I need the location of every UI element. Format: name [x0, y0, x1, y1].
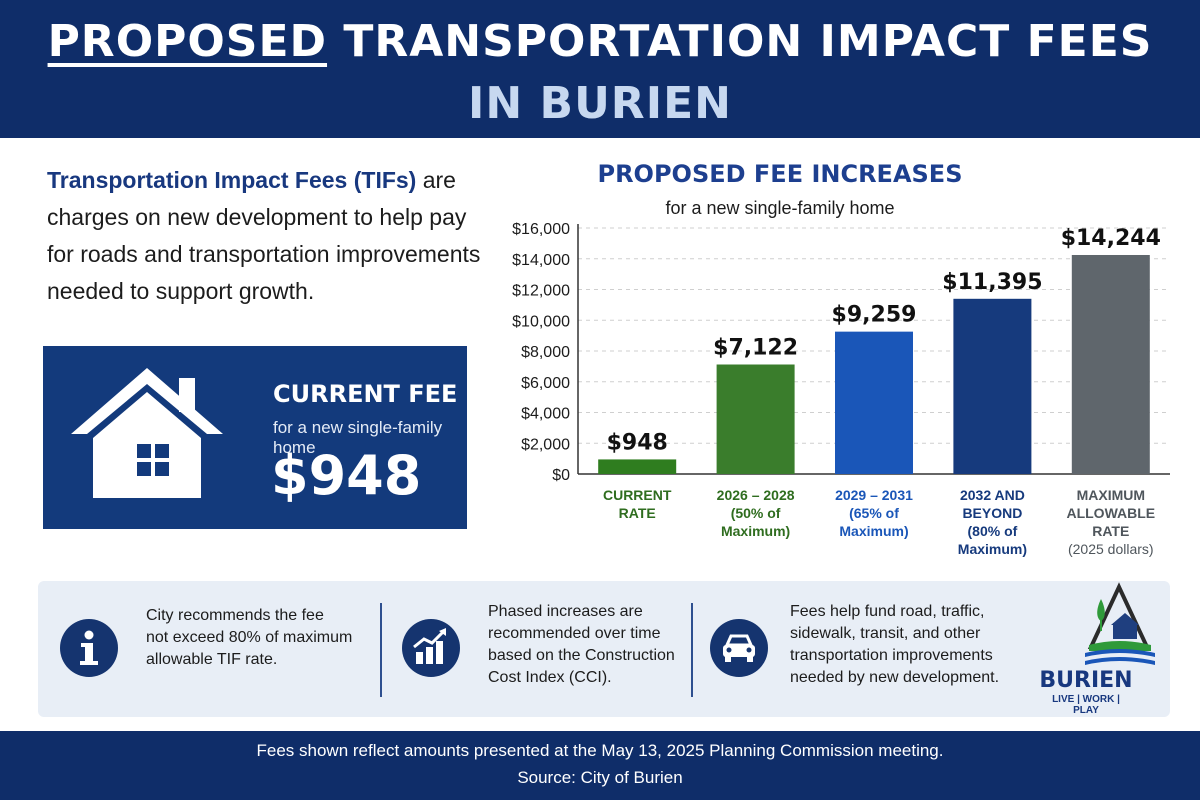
footer-banner: Fees shown reflect amounts presented at … — [0, 731, 1200, 800]
x-category-label: (50% of — [731, 505, 781, 521]
bar-value-label: $7,122 — [713, 335, 798, 360]
logo-wordmark: BURIEN — [1039, 668, 1133, 693]
house-icon — [71, 368, 223, 498]
bar — [835, 331, 913, 474]
page-title-line2: IN BURIEN — [468, 78, 732, 129]
burien-logo — [1085, 582, 1155, 665]
page-title: PROPOSED TRANSPORTATION IMPACT FEES — [0, 16, 1200, 67]
y-tick-label: $0 — [552, 467, 570, 484]
bar — [716, 364, 795, 474]
x-category-label: Maximum) — [958, 541, 1027, 557]
y-tick-label: $16,000 — [512, 221, 570, 238]
y-tick-label: $10,000 — [512, 313, 570, 330]
y-tick-label: $2,000 — [521, 436, 570, 453]
footer-source: Source: City of Burien — [517, 768, 683, 787]
x-category-label: 2029 – 2031 — [835, 487, 913, 503]
intro-text: Transportation Impact Fees (TIFs) are ch… — [47, 162, 487, 310]
footer-note: Fees shown reflect amounts presented at … — [256, 741, 944, 760]
y-tick-label: $14,000 — [512, 252, 570, 269]
title-rest: TRANSPORTATION IMPACT FEES — [327, 16, 1153, 67]
y-tick-label: $12,000 — [512, 283, 570, 300]
x-category-label: (2025 dollars) — [1068, 541, 1154, 557]
x-category-label: 2032 AND — [960, 487, 1025, 503]
bar-value-label: $14,244 — [1061, 226, 1161, 251]
x-category-label: 2026 – 2028 — [717, 487, 795, 503]
chart-title: PROPOSED FEE INCREASES — [597, 160, 963, 188]
car-icon — [710, 619, 768, 677]
current-fee-value: $948 — [271, 444, 422, 507]
logo-tagline: LIVE | WORK | PLAY — [1052, 694, 1120, 716]
x-category-label: RATE — [619, 505, 656, 521]
intro-body: are charges on new development to help p… — [47, 167, 481, 304]
bar — [1071, 254, 1150, 474]
info-text-2: Phased increases are recommended over ti… — [488, 603, 675, 686]
bar-growth-icon — [402, 619, 460, 677]
x-category-label: RATE — [1092, 523, 1129, 539]
x-category-label: (80% of — [968, 523, 1018, 539]
x-category-label: ALLOWABLE — [1066, 505, 1155, 521]
title-emphasis: PROPOSED — [47, 16, 328, 67]
bar — [598, 459, 677, 474]
bar-value-label: $11,395 — [942, 270, 1042, 295]
fee-bar-chart: $0 $2,000 $4,000 $6,000 $8,000 $10,000 $12,000… — [512, 221, 1170, 557]
y-tick-label: $4,000 — [521, 406, 570, 423]
info-text-3: Fees help fund road, traffic, sidewalk, … — [790, 603, 1000, 686]
divider — [380, 603, 382, 697]
x-category-label: CURRENT — [603, 487, 672, 503]
info-strip: City recommends the fee not exceed 80% o… — [38, 581, 1170, 717]
y-tick-label: $8,000 — [521, 344, 570, 361]
header-banner: PROPOSED TRANSPORTATION IMPACT FEES IN B… — [0, 0, 1200, 138]
bar — [953, 298, 1032, 474]
info-text-1: City recommends the fee not exceed 80% o… — [146, 607, 353, 668]
current-fee-card: CURRENT FEE for a new single-family home… — [43, 346, 467, 529]
x-category-label: Maximum) — [721, 523, 790, 539]
current-fee-title: CURRENT FEE — [273, 380, 458, 408]
divider — [691, 603, 693, 697]
current-fee-subtitle: for a new single-family home — [273, 418, 443, 457]
x-category-label: (65% of — [849, 505, 899, 521]
x-category-label: BEYOND — [962, 505, 1022, 521]
intro-term: Transportation Impact Fees (TIFs) — [47, 167, 417, 193]
info-icon — [60, 619, 118, 677]
y-tick-label: $6,000 — [521, 375, 570, 392]
bar-value-label: $948 — [607, 430, 668, 455]
bar-value-label: $9,259 — [832, 303, 917, 328]
x-category-label: MAXIMUM — [1077, 487, 1145, 503]
chart-subtitle: for a new single-family home — [665, 198, 895, 218]
x-category-label: Maximum) — [839, 523, 908, 539]
